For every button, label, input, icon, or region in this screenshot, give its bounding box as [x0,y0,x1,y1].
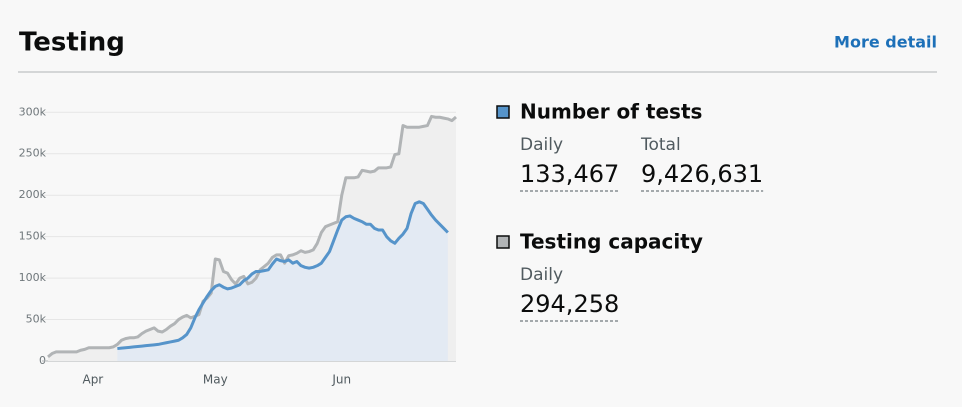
legend-swatch [496,235,510,249]
stat-value: 9,426,631 [641,160,763,188]
x-tick-label: Jun [331,373,351,387]
line [117,200,449,351]
stat-value: 133,467 [520,160,619,188]
card-title: Testing [19,28,125,58]
y-tick-label: 250k [19,147,47,160]
legend-label: Number of tests [520,100,702,124]
stat-label: Daily [520,265,563,285]
y-tick-label: 150k [19,230,47,243]
line [47,114,457,359]
y-tick-label: 300k [19,105,47,118]
y-tick-label: 50k [26,313,47,326]
legend: Number of tests Daily 133,467 Total 9,426,63… [496,100,764,322]
stat-label: Daily [520,135,563,155]
stat-value: 294,258 [520,290,619,318]
y-tick-label: 100k [19,271,47,284]
legend-label: Testing capacity [520,230,703,254]
area [117,201,448,361]
legend-swatch [496,105,510,119]
stat-label: Total [640,135,681,155]
x-tick-label: May [203,373,228,387]
more-detail-link[interactable]: More detail [834,33,937,52]
x-tick-label: Apr [82,373,103,387]
chart: 050k100k150k200k250k300kAprMayJun [19,105,457,387]
y-tick-label: 200k [19,188,47,201]
